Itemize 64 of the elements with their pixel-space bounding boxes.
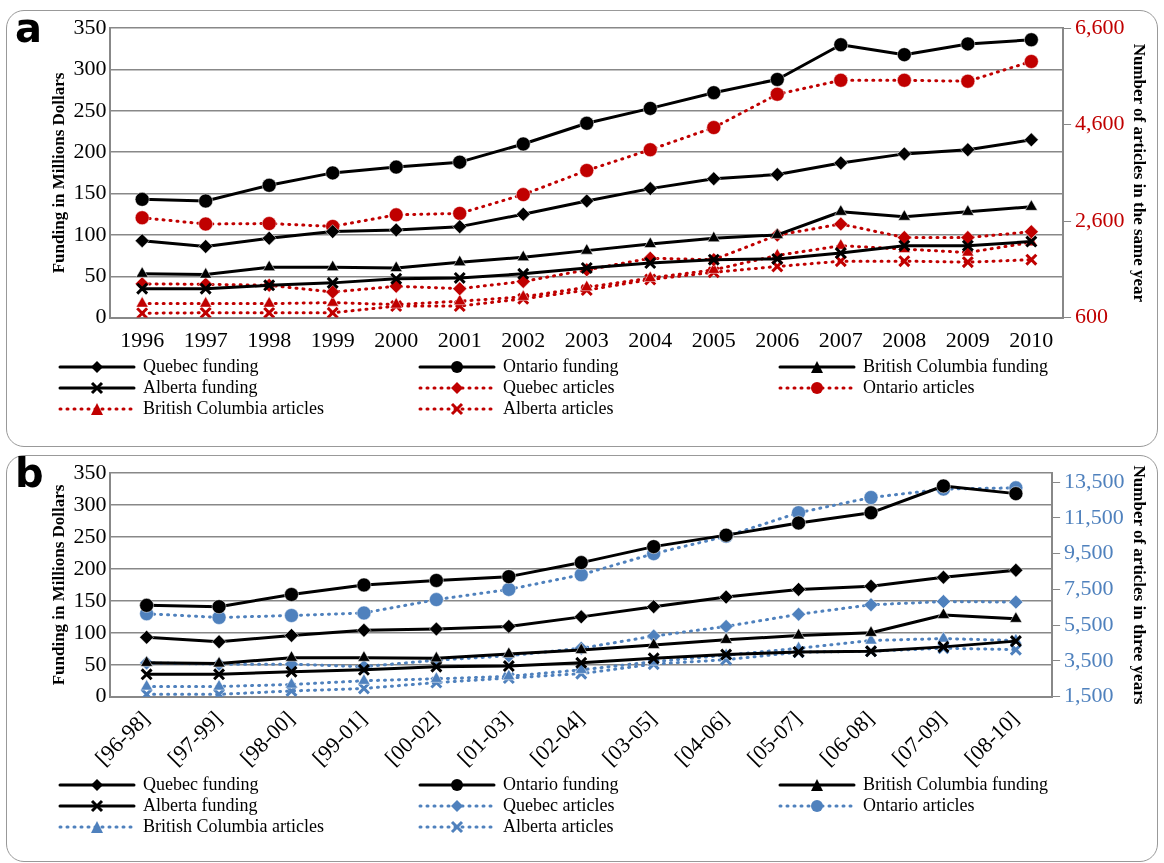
x-tick-label: 2002 bbox=[501, 326, 546, 352]
y-axis-title: Funding in Millions Dollars bbox=[48, 484, 68, 686]
y-tick-label: 100 bbox=[73, 618, 107, 644]
x-tick-label: 2009 bbox=[945, 326, 990, 352]
y-tick-label: 200 bbox=[73, 554, 107, 580]
y2-tick-label: 600 bbox=[1075, 303, 1109, 329]
y-tick-label: 150 bbox=[73, 586, 107, 612]
y-tick-label: 50 bbox=[84, 650, 107, 676]
chart-title: a bbox=[15, 5, 42, 51]
legend-label: Alberta articles bbox=[503, 816, 614, 837]
x-tick-label: 2005 bbox=[691, 326, 736, 352]
y-tick-label: 200 bbox=[73, 138, 107, 164]
legend-label: Ontario funding bbox=[503, 774, 619, 795]
y2-tick-label: 1,500 bbox=[1064, 682, 1114, 708]
legend-label: British Columbia articles bbox=[143, 398, 324, 419]
legend-label: Ontario funding bbox=[503, 356, 619, 377]
legend-label: Quebec articles bbox=[503, 377, 615, 398]
y-tick-label: 100 bbox=[73, 220, 107, 246]
y2-tick-label: 9,500 bbox=[1064, 539, 1114, 565]
y-tick-label: 350 bbox=[73, 13, 107, 39]
x-tick-label: 2006 bbox=[755, 326, 800, 352]
legend-label: British Columbia funding bbox=[863, 356, 1049, 377]
legend-label: Quebec funding bbox=[143, 356, 259, 377]
x-tick-label: 2004 bbox=[628, 326, 673, 352]
y-tick-label: 50 bbox=[84, 262, 107, 288]
x-tick-label: 2001 bbox=[437, 326, 482, 352]
legend-label: Ontario articles bbox=[863, 795, 975, 816]
x-tick-label: 2003 bbox=[564, 326, 609, 352]
legend-label: British Columbia articles bbox=[143, 816, 324, 837]
x-tick-label: 1997 bbox=[183, 326, 228, 352]
y2-axis-title: Number of articles in three years bbox=[1130, 465, 1150, 705]
y2-tick-label: 13,500 bbox=[1064, 467, 1125, 493]
y-tick-label: 150 bbox=[73, 179, 107, 205]
legend-label: Quebec funding bbox=[143, 774, 259, 795]
x-tick-label: 1996 bbox=[120, 326, 165, 352]
x-tick-label: 1999 bbox=[310, 326, 355, 352]
chart-title: b bbox=[15, 450, 44, 496]
legend-label: Alberta funding bbox=[143, 377, 258, 398]
x-tick-label: 2007 bbox=[818, 326, 863, 352]
y2-tick-label: 7,500 bbox=[1064, 575, 1114, 601]
y-tick-label: 0 bbox=[95, 303, 107, 329]
y-tick-label: 250 bbox=[73, 96, 107, 122]
y-tick-label: 300 bbox=[73, 490, 107, 516]
y-tick-label: 250 bbox=[73, 522, 107, 548]
y2-tick-label: 11,500 bbox=[1064, 503, 1124, 529]
x-tick-label: 1998 bbox=[247, 326, 292, 352]
y2-tick-label: 5,500 bbox=[1064, 610, 1114, 636]
y-tick-label: 300 bbox=[73, 55, 107, 81]
y2-tick-label: 4,600 bbox=[1075, 110, 1125, 136]
y-tick-label: 0 bbox=[95, 682, 107, 708]
y2-tick-label: 6,600 bbox=[1075, 13, 1125, 39]
legend-label: Alberta articles bbox=[503, 398, 614, 419]
y-tick-label: 350 bbox=[73, 458, 107, 484]
x-tick-label: 2000 bbox=[374, 326, 419, 352]
y2-axis-title: Number of articles in the same year bbox=[1130, 43, 1150, 303]
y-axis-title: Funding in Millions Dollars bbox=[48, 72, 68, 274]
legend-label: Ontario articles bbox=[863, 377, 975, 398]
x-tick-label: 2010 bbox=[1009, 326, 1054, 352]
legend-label: British Columbia funding bbox=[863, 774, 1049, 795]
x-tick-label: 2008 bbox=[882, 326, 927, 352]
legend-label: Alberta funding bbox=[143, 795, 258, 816]
legend-label: Quebec articles bbox=[503, 795, 615, 816]
y2-tick-label: 2,600 bbox=[1075, 206, 1125, 232]
y2-tick-label: 3,500 bbox=[1064, 646, 1114, 672]
